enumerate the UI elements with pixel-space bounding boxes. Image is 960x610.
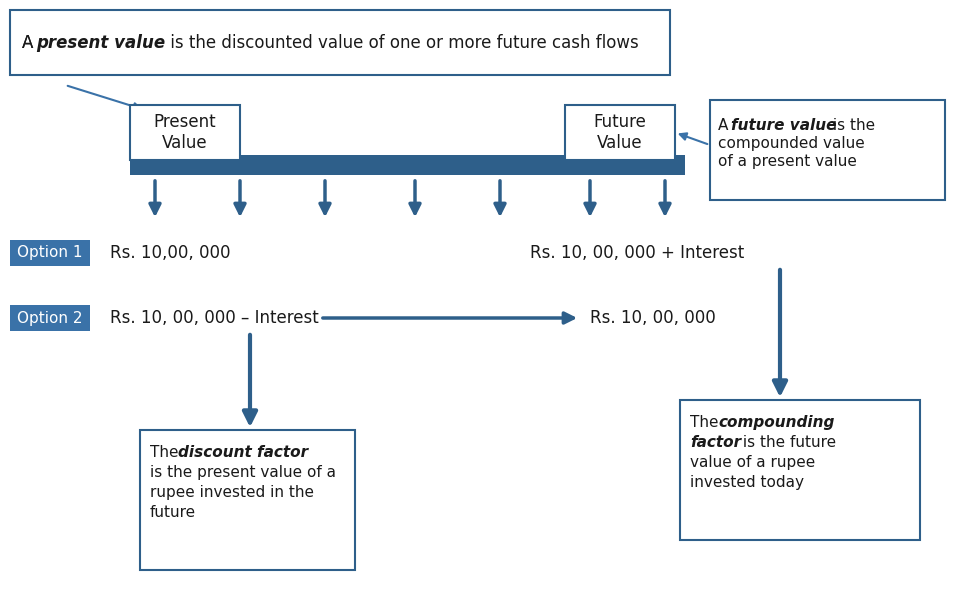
Text: future: future: [150, 505, 196, 520]
Text: Option 2: Option 2: [17, 310, 83, 326]
Text: is the future: is the future: [738, 435, 836, 450]
Text: of a present value: of a present value: [718, 154, 857, 169]
Text: discount factor: discount factor: [178, 445, 308, 460]
Text: rupee invested in the: rupee invested in the: [150, 485, 314, 500]
FancyBboxPatch shape: [710, 100, 945, 200]
Text: A: A: [22, 34, 38, 51]
FancyBboxPatch shape: [10, 240, 90, 266]
Text: The: The: [690, 415, 724, 430]
Text: A: A: [22, 34, 38, 51]
Text: is the: is the: [828, 118, 876, 133]
FancyBboxPatch shape: [140, 430, 355, 570]
Text: Rs. 10, 00, 000 – Interest: Rs. 10, 00, 000 – Interest: [110, 309, 319, 327]
Text: Option 1: Option 1: [17, 245, 83, 260]
FancyBboxPatch shape: [130, 155, 685, 175]
Text: Rs. 10, 00, 000: Rs. 10, 00, 000: [590, 309, 716, 327]
Text: future value: future value: [731, 118, 836, 133]
Text: compounded value: compounded value: [718, 136, 865, 151]
Text: is the discounted value of one or more future cash flows: is the discounted value of one or more f…: [165, 34, 638, 51]
Text: value of a rupee: value of a rupee: [690, 455, 815, 470]
FancyBboxPatch shape: [680, 400, 920, 540]
FancyBboxPatch shape: [565, 105, 675, 160]
Text: compounding: compounding: [718, 415, 834, 430]
Text: factor: factor: [690, 435, 741, 450]
Text: Future
Value: Future Value: [593, 113, 646, 152]
FancyBboxPatch shape: [10, 305, 90, 331]
FancyBboxPatch shape: [10, 10, 670, 75]
Text: present value: present value: [36, 34, 165, 51]
Text: Rs. 10, 00, 000 + Interest: Rs. 10, 00, 000 + Interest: [530, 244, 744, 262]
Text: Present
Value: Present Value: [154, 113, 216, 152]
Text: The: The: [150, 445, 183, 460]
FancyBboxPatch shape: [130, 105, 240, 160]
Text: Rs. 10,00, 000: Rs. 10,00, 000: [110, 244, 230, 262]
Text: A: A: [718, 118, 733, 133]
Text: invested today: invested today: [690, 475, 804, 490]
Text: is the present value of a: is the present value of a: [150, 465, 336, 480]
